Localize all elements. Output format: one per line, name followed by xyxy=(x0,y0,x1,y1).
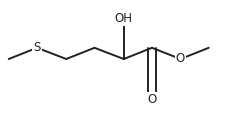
Text: S: S xyxy=(33,41,41,54)
Text: O: O xyxy=(148,93,156,106)
Text: O: O xyxy=(176,53,185,65)
Text: OH: OH xyxy=(115,12,133,25)
